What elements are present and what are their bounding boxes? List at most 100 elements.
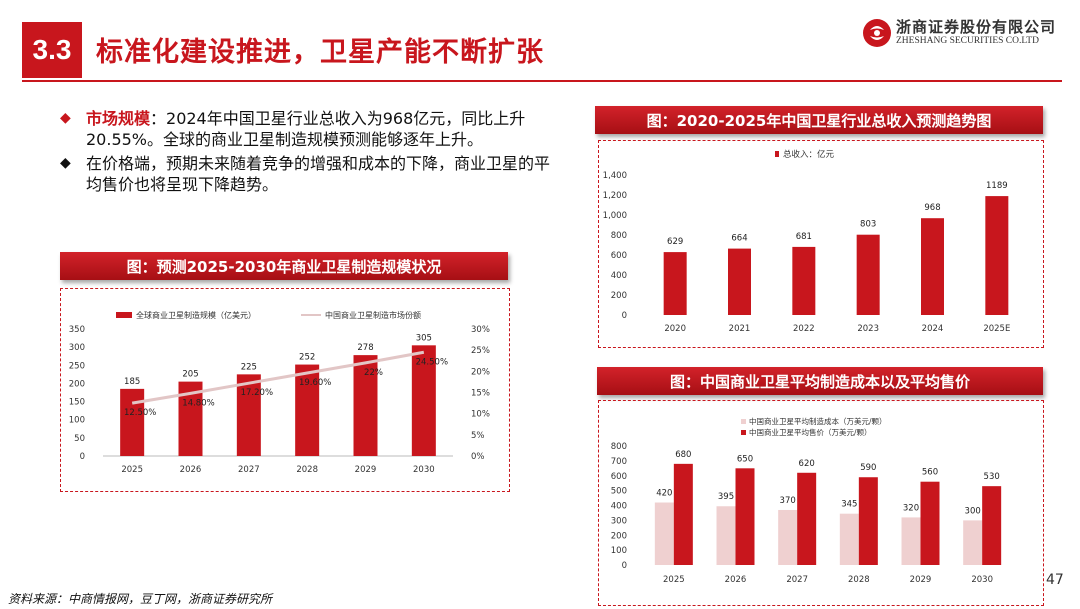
bar-value-label: 185 [124, 377, 140, 387]
share-value-label: 12.50% [124, 408, 156, 418]
section-number: 3.3 [22, 22, 82, 78]
bar-scale-2027 [236, 374, 261, 456]
x-tick-label: 2028 [296, 465, 318, 475]
y-tick-label: 600 [611, 251, 627, 261]
y-tick-label: 0 [622, 311, 627, 321]
left-chart-title: 图：预测2025-2030年商业卫星制造规模状况 [60, 252, 508, 280]
y2-tick-label: 0% [471, 452, 485, 462]
bar-cost-2025 [654, 502, 674, 565]
right-top-chart-frame: 总收入：亿元 0 200 400 600 800 1,000 1,200 1,400 629 202… [598, 140, 1044, 348]
y-tick-label: 1,400 [603, 171, 627, 181]
x-tick-label: 2024 [922, 324, 944, 334]
y-tick-label: 400 [611, 271, 627, 281]
y-tick-label: 250 [69, 361, 85, 371]
bullet-item: ◆ 在价格端，预期未来随着竞争的增强和成本的下降，商业卫星的平均售价也将呈现下降… [60, 153, 560, 195]
bullet-list: ◆ 市场规模：2024年中国卫星行业总收入为968亿元，同比上升20.55%。全… [60, 108, 560, 198]
x-tick-label: 2027 [786, 575, 808, 585]
bar-price-2028 [858, 477, 878, 565]
y2-tick-label: 5% [471, 431, 485, 441]
bar-value-label: 420 [656, 489, 672, 499]
right-top-chart-title: 图：2020-2025年中国卫星行业总收入预测趋势图 [595, 106, 1043, 134]
page-number: 47 [1046, 572, 1064, 588]
bar-value-label: 300 [965, 506, 981, 516]
y-tick-label: 100 [69, 416, 85, 426]
x-tick-label: 2021 [729, 324, 751, 334]
bar-price-2029 [920, 481, 940, 565]
bar-price-2026 [735, 468, 755, 565]
x-tick-label: 2023 [857, 324, 879, 334]
title-divider [22, 80, 1062, 82]
y-tick-label: 500 [611, 487, 627, 497]
y-tick-label: 300 [69, 343, 85, 353]
y2-tick-label: 15% [471, 389, 490, 399]
revenue-chart: 总收入：亿元 0 200 400 600 800 1,000 1,200 1,400 629 202… [603, 149, 1011, 334]
y2-tick-label: 10% [471, 410, 490, 420]
y-tick-label: 200 [611, 291, 627, 301]
bar-revenue-2025E [985, 196, 1009, 315]
bar-revenue-2021 [728, 248, 751, 315]
x-tick-label: 2025E [983, 324, 1010, 334]
bar-cost-2026 [716, 506, 736, 565]
legend-label-share: 中国商业卫星制造市场份额 [325, 310, 421, 320]
y-tick-label: 200 [69, 379, 85, 389]
bar-value-label: 803 [860, 220, 876, 230]
bar-value-label: 680 [675, 450, 691, 460]
bar-price-2027 [797, 472, 817, 565]
bar-value-label: 395 [718, 492, 734, 502]
bar-value-label: 345 [841, 500, 857, 510]
legend-label-price: 中国商业卫星平均售价（万美元/颗） [749, 427, 872, 437]
market-scale-chart: 全球商业卫星制造规模（亿美元） 中国商业卫星制造市场份额 0 50 100 150 200 2… [69, 310, 490, 475]
bar-scale-2025 [120, 388, 145, 456]
x-tick-label: 2030 [413, 465, 435, 475]
right-bottom-chart-title: 图：中国商业卫星平均制造成本以及平均售价 [597, 367, 1043, 395]
y-tick-label: 700 [611, 457, 627, 467]
source-note: 资料来源：中商情报网，豆丁网，浙商证券研究所 [8, 592, 273, 606]
share-value-label: 17.20% [241, 388, 273, 398]
bar-value-label: 629 [667, 237, 683, 247]
x-tick-label: 2026 [180, 465, 202, 475]
x-tick-label: 2029 [355, 465, 377, 475]
bar-scale-2029 [353, 355, 378, 456]
bullet-item: ◆ 市场规模：2024年中国卫星行业总收入为968亿元，同比上升20.55%。全… [60, 108, 560, 150]
bar-value-label: 620 [799, 459, 815, 469]
y-tick-label: 300 [611, 516, 627, 526]
diamond-bullet-icon: ◆ [60, 110, 71, 126]
bar-value-label: 560 [922, 468, 938, 478]
bar-value-label: 205 [182, 370, 198, 380]
bar-revenue-2023 [856, 234, 880, 315]
y-tick-label: 50 [74, 434, 85, 444]
legend-swatch-revenue [775, 151, 779, 157]
x-tick-label: 2030 [971, 575, 993, 585]
bar-value-label: 225 [241, 362, 257, 372]
bar-revenue-2024 [921, 218, 944, 315]
legend-swatch-cost [741, 419, 746, 424]
y-tick-label: 0 [622, 561, 627, 571]
y-tick-label: 600 [611, 472, 627, 482]
y-tick-label: 400 [611, 502, 627, 512]
share-value-label: 22% [364, 368, 383, 378]
share-value-label: 19.60% [299, 378, 331, 388]
bar-cost-2027 [778, 509, 798, 565]
bar-value-label: 305 [416, 333, 432, 343]
legend-swatch-price [741, 430, 746, 435]
share-value-label: 14.80% [182, 398, 214, 408]
logo-name-en: ZHESHANG SECURITIES CO.LTD [896, 36, 1039, 46]
bar-cost-2029 [901, 517, 921, 565]
diamond-bullet-icon: ◆ [60, 155, 71, 171]
x-tick-label: 2029 [910, 575, 932, 585]
company-logo: 浙商证券股份有限公司 ZHESHANG SECURITIES CO.LTD [862, 14, 1062, 54]
y-tick-label: 1,200 [603, 191, 627, 201]
y-tick-label: 150 [69, 398, 85, 408]
page-title: 标准化建设推进，卫星产能不断扩张 [96, 37, 544, 68]
bar-value-label: 1189 [986, 181, 1008, 191]
bar-value-label: 590 [860, 463, 876, 473]
x-tick-label: 2027 [238, 465, 260, 475]
y-tick-label: 200 [611, 531, 627, 541]
bar-scale-2030 [411, 345, 436, 456]
legend-label-scale: 全球商业卫星制造规模（亿美元） [136, 310, 256, 320]
left-chart-frame: 全球商业卫星制造规模（亿美元） 中国商业卫星制造市场份额 0 50 100 150 200 2… [60, 288, 510, 492]
bar-value-label: 320 [903, 503, 919, 513]
x-tick-label: 2028 [848, 575, 870, 585]
x-tick-label: 2025 [663, 575, 685, 585]
bar-value-label: 370 [780, 496, 796, 506]
